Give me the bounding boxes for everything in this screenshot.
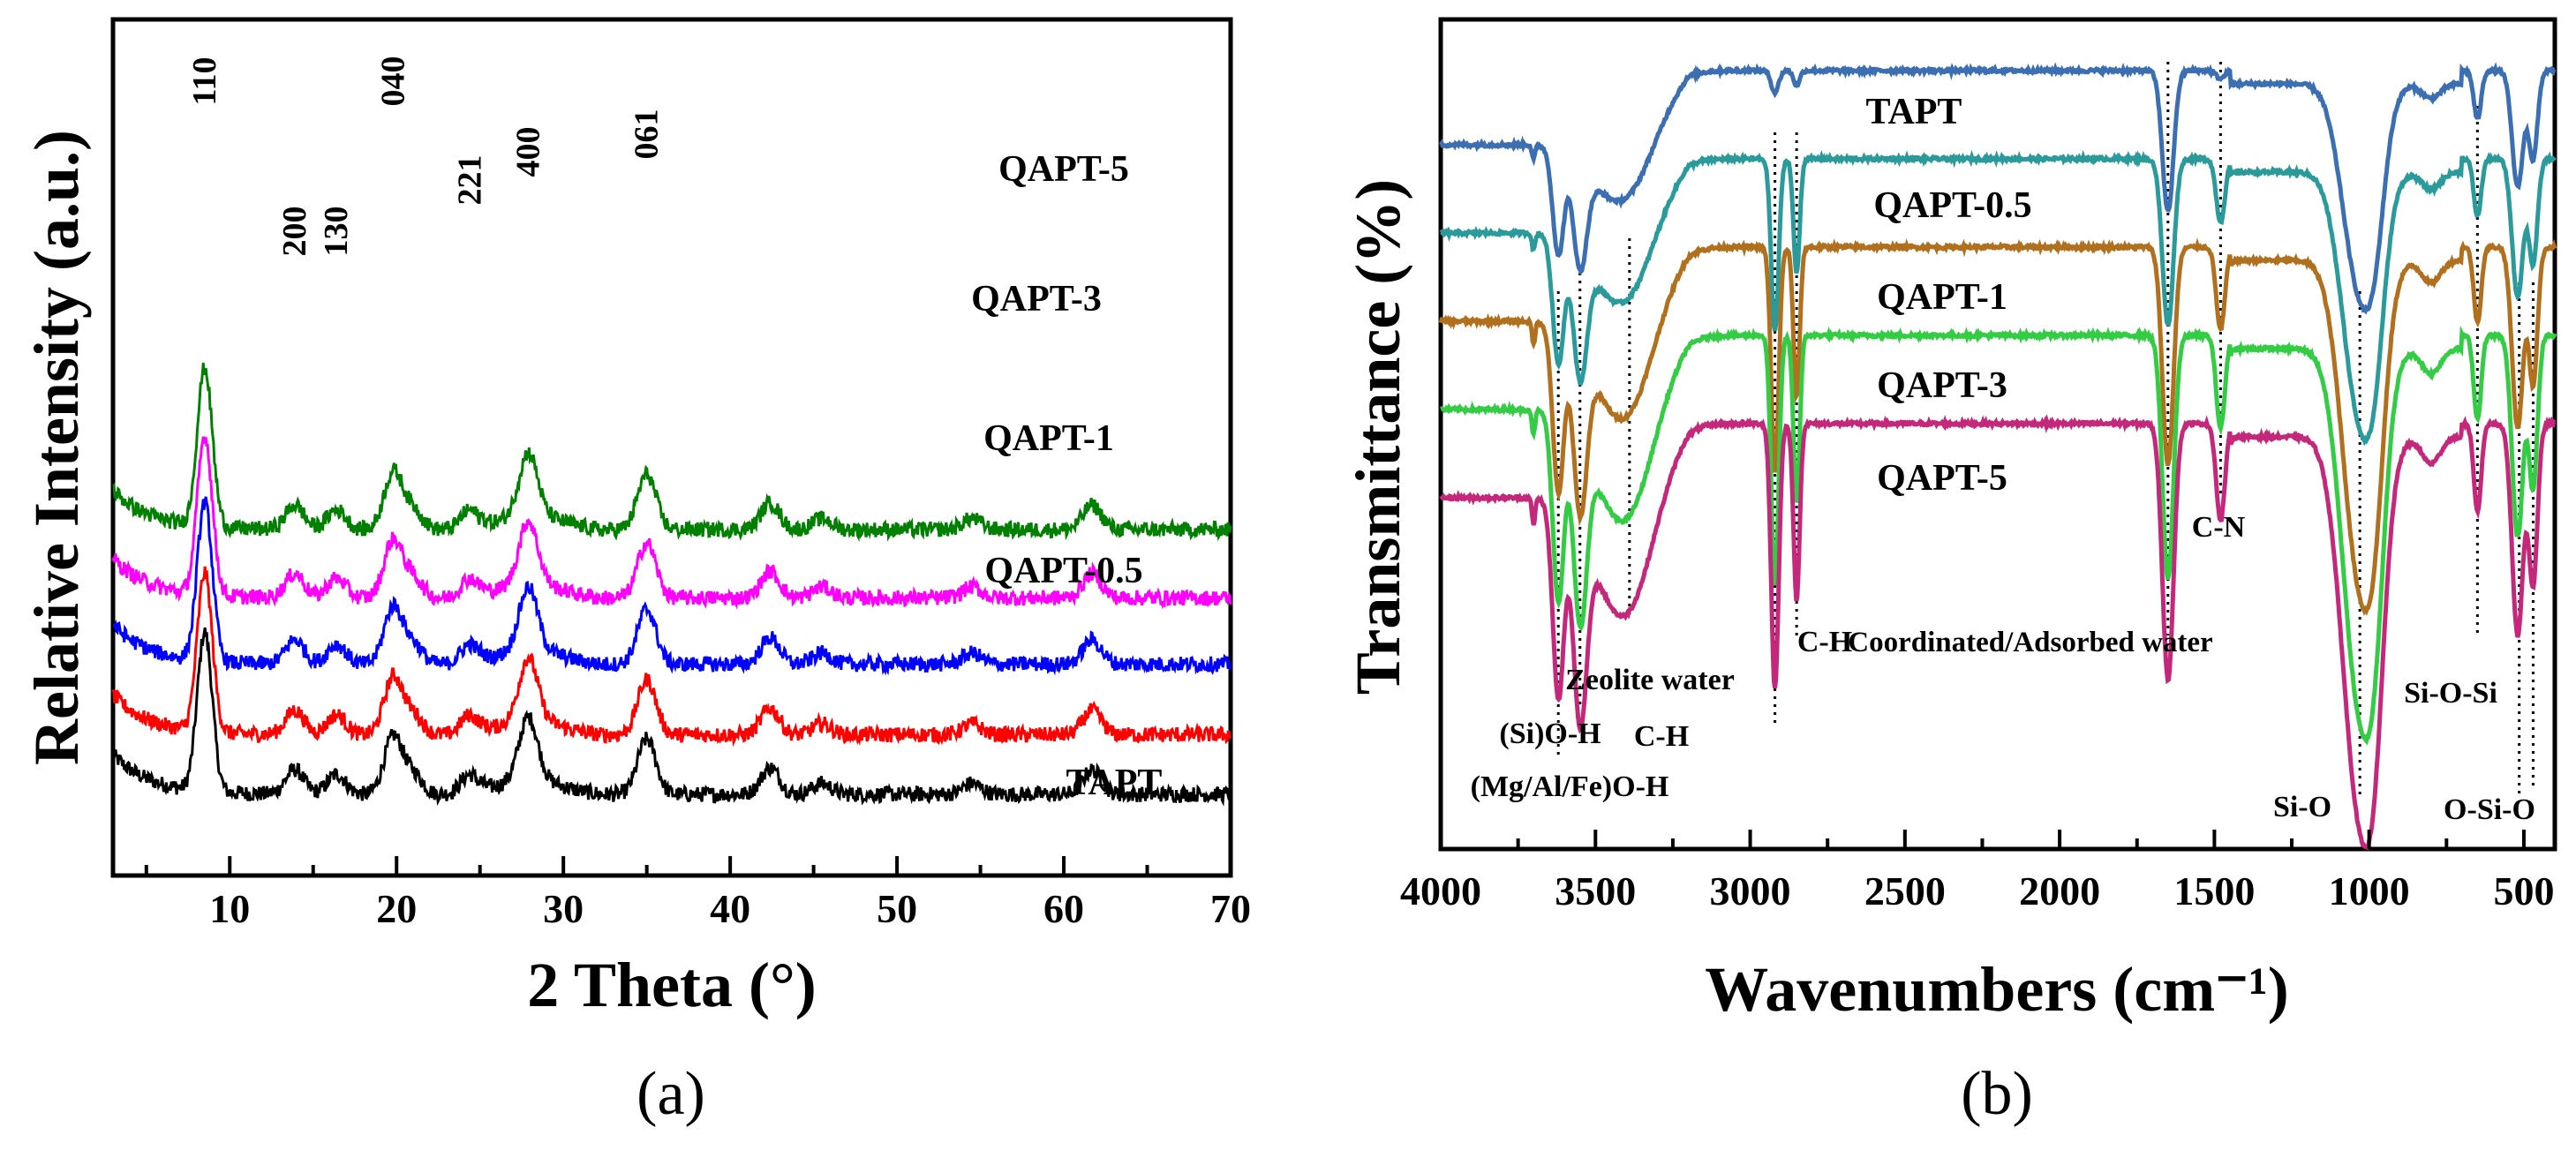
xrd-panel: 10 20 30 40 50 60 70 110 200 130 040 221 400 061 TAP…	[21, 17, 1251, 1128]
ftir-band-label: C-N	[2192, 511, 2246, 544]
xrd-series-label: QAPT-5	[998, 149, 1129, 190]
ftir-x-tick-label: 500	[2493, 868, 2554, 913]
xrd-peak-label: 061	[629, 109, 666, 160]
ftir-series-labels: TAPT QAPT-0.5 QAPT-1 QAPT-3 QAPT-5	[1866, 92, 2032, 499]
xrd-peak-label: 221	[451, 155, 488, 206]
ftir-band-label: Si-O-Si	[2404, 677, 2497, 710]
ftir-x-tick-label: 4000	[1400, 868, 1481, 913]
ftir-series-line	[1438, 62, 2557, 315]
ftir-series-label: QAPT-1	[1877, 277, 2007, 318]
xrd-x-axis-title: 2 Theta (°)	[527, 950, 816, 1020]
ftir-series-label: QAPT-3	[1877, 365, 2007, 406]
ftir-x-tick-label: 1000	[2329, 868, 2410, 913]
ftir-band-label: O-Si-O	[2444, 793, 2535, 826]
ftir-band-label: Coordinated/Adsorbed water	[1848, 627, 2212, 658]
ftir-series-group	[1438, 62, 2557, 851]
ftir-series-line	[1440, 325, 2557, 746]
xrd-x-tick-label: 60	[1043, 886, 1084, 931]
ftir-band-label: (Mg/Al/Fe)O-H	[1471, 770, 1669, 803]
xrd-x-axis: 10 20 30 40 50 60 70	[144, 856, 1251, 931]
xrd-peak-label: 130	[318, 207, 355, 257]
xrd-peak-label: 200	[276, 207, 313, 257]
xrd-x-tick-label: 20	[376, 886, 417, 931]
xrd-x-tick-label: 10	[209, 886, 250, 931]
xrd-x-tick-label: 50	[877, 886, 917, 931]
ftir-band-label: Zeolite water	[1565, 664, 1735, 696]
xrd-peak-label: 040	[374, 56, 411, 107]
xrd-series-line	[111, 627, 1232, 807]
xrd-series-line	[111, 566, 1232, 748]
panel-label-b: (b)	[1961, 1060, 2033, 1128]
ftir-x-tick-label: 2000	[2019, 868, 2100, 913]
xrd-series-line	[112, 362, 1232, 543]
ftir-x-tick-label: 2500	[1864, 868, 1946, 913]
ftir-y-axis-title: Transmittance (%)	[1343, 179, 1413, 695]
ftir-x-tick-label: 1500	[2173, 868, 2255, 913]
xrd-series-label: QAPT-1	[983, 418, 1114, 459]
xrd-series-label: QAPT-0.5	[984, 551, 1142, 591]
xrd-peak-label: 110	[186, 57, 223, 106]
xrd-peak-label: 400	[510, 127, 547, 177]
xrd-series-label: TAPT	[1066, 763, 1163, 803]
ftir-band-label: C-H	[1634, 720, 1689, 753]
panel-label-a: (a)	[636, 1060, 705, 1128]
ftir-band-label: Si-O	[2273, 791, 2331, 823]
xrd-series-line	[111, 436, 1232, 610]
xrd-plot-frame	[110, 17, 1233, 878]
xrd-series-labels: TAPT QAPT-0.5 QAPT-1 QAPT-3 QAPT-5	[971, 149, 1162, 803]
ftir-band-markers	[1556, 62, 2535, 794]
xrd-x-tick-label: 40	[710, 886, 750, 931]
xrd-y-axis-title: Relative Intensity (a.u.)	[21, 130, 92, 765]
xrd-peak-labels: 110 200 130 040 221 400 061	[186, 56, 666, 257]
xrd-x-tick-label: 70	[1210, 886, 1251, 931]
ftir-band-label: (Si)O-H	[1499, 718, 1601, 750]
ftir-x-axis: 4000 3500 3000 2500 2000 1500 1000 500	[1400, 830, 2554, 913]
ftir-band-label: C-H	[1797, 626, 1852, 658]
ftir-series-line	[1439, 149, 2557, 447]
ftir-series-label: TAPT	[1866, 92, 1962, 132]
ftir-series-line	[1438, 237, 2557, 616]
ftir-series-label: QAPT-5	[1877, 458, 2007, 499]
ftir-x-tick-label: 3500	[1555, 868, 1636, 913]
ftir-series-label: QAPT-0.5	[1873, 185, 2031, 226]
ftir-panel: 4000 3500 3000 2500 2000 1500 1000 500 TAPT QAPT…	[1343, 17, 2557, 1128]
xrd-series-group	[111, 362, 1232, 807]
ftir-x-axis-title: Wavenumbers (cm⁻¹)	[1705, 954, 2289, 1025]
ftir-x-tick-label: 3000	[1710, 868, 1791, 913]
xrd-series-label: QAPT-3	[971, 279, 1102, 319]
xrd-x-tick-label: 30	[543, 886, 584, 931]
xrd-series-line	[112, 496, 1232, 676]
ftir-plot-frame	[1438, 17, 2557, 852]
